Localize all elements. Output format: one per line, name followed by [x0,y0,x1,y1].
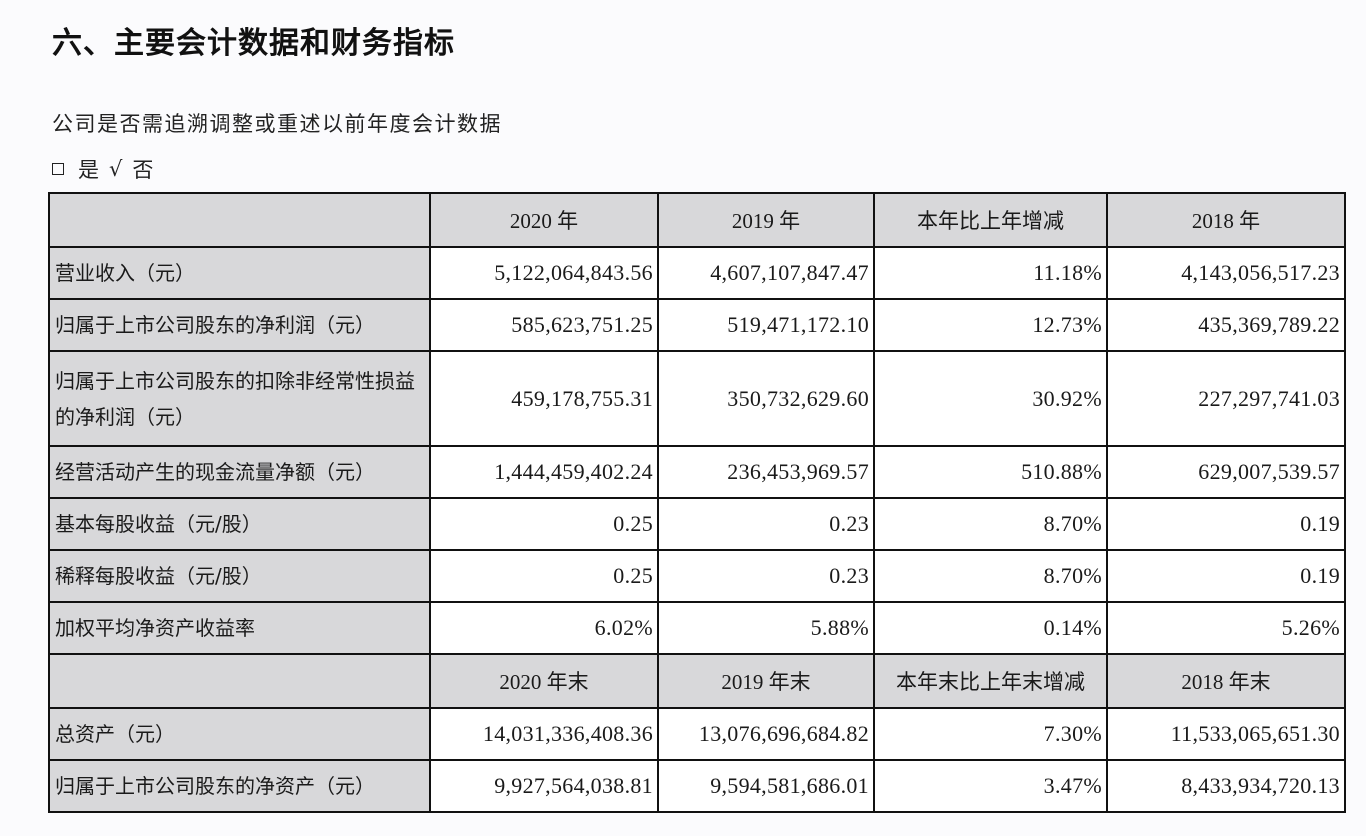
cell-value: 5.88% [657,601,875,655]
header-cell-2019: 2019 年 [657,192,875,248]
cell-value: 8.70% [873,549,1108,603]
cell-value: 350,732,629.60 [657,350,875,447]
restatement-question: 公司是否需追溯调整或重述以前年度会计数据 [52,112,502,136]
cell-value: 629,007,539.57 [1106,445,1346,499]
header-cell-blank [48,653,431,709]
cell-value: 3.47% [873,759,1108,813]
option-no-label: 否 [132,158,154,182]
table-row: 营业收入（元） 5,122,064,843.56 4,607,107,847.4… [48,246,1346,300]
restatement-options: 是 √ 否 [52,154,153,184]
cell-value: 585,623,751.25 [429,298,659,352]
cell-value: 7.30% [873,707,1108,761]
option-yes-label: 是 [78,158,99,182]
table-row: 总资产（元） 14,031,336,408.36 13,076,696,684.… [48,707,1346,761]
cell-value: 0.19 [1106,549,1346,603]
cell-value: 5.26% [1106,601,1346,655]
table-row: 稀释每股收益（元/股） 0.25 0.23 8.70% 0.19 [48,549,1346,603]
cell-value: 13,076,696,684.82 [657,707,875,761]
cell-value: 12.73% [873,298,1108,352]
row-label: 总资产（元） [48,707,431,761]
header-cell-2018-end: 2018 年末 [1106,653,1346,709]
table-row: 归属于上市公司股东的扣除非经常性损益的净利润（元） 459,178,755.31… [48,350,1346,447]
financial-data-table: 2020 年 2019 年 本年比上年增减 2018 年 营业收入（元） 5,1… [48,192,1346,813]
cell-value: 4,143,056,517.23 [1106,246,1346,300]
cell-value: 11.18% [873,246,1108,300]
header-cell-2020-end: 2020 年末 [429,653,659,709]
cell-value: 0.14% [873,601,1108,655]
row-label: 营业收入（元） [48,246,431,300]
cell-value: 6.02% [429,601,659,655]
section-title: 六、主要会计数据和财务指标 [52,26,455,61]
table-header-row-year-end: 2020 年末 2019 年末 本年末比上年末增减 2018 年末 [48,653,1346,709]
cell-value: 0.23 [657,497,875,551]
row-label: 加权平均净资产收益率 [48,601,431,655]
cell-value: 0.23 [657,549,875,603]
row-label: 归属于上市公司股东的净资产（元） [48,759,431,813]
header-cell-2018: 2018 年 [1106,192,1346,248]
cell-value: 510.88% [873,445,1108,499]
table-header-row: 2020 年 2019 年 本年比上年增减 2018 年 [48,192,1346,248]
cell-value: 11,533,065,651.30 [1106,707,1346,761]
cell-value: 8,433,934,720.13 [1106,759,1346,813]
cell-value: 227,297,741.03 [1106,350,1346,447]
cell-value: 0.25 [429,549,659,603]
cell-value: 5,122,064,843.56 [429,246,659,300]
cell-value: 435,369,789.22 [1106,298,1346,352]
table-row: 基本每股收益（元/股） 0.25 0.23 8.70% 0.19 [48,497,1346,551]
checkbox-empty-icon [52,163,64,175]
cell-value: 9,927,564,038.81 [429,759,659,813]
row-label: 归属于上市公司股东的净利润（元） [48,298,431,352]
row-label: 基本每股收益（元/股） [48,497,431,551]
header-cell-2019-end: 2019 年末 [657,653,875,709]
row-label: 稀释每股收益（元/股） [48,549,431,603]
cell-value: 9,594,581,686.01 [657,759,875,813]
checkmark-icon: √ [109,157,123,181]
table-row: 归属于上市公司股东的净资产（元） 9,927,564,038.81 9,594,… [48,759,1346,813]
table-row: 经营活动产生的现金流量净额（元） 1,444,459,402.24 236,45… [48,445,1346,499]
cell-value: 4,607,107,847.47 [657,246,875,300]
row-label: 归属于上市公司股东的扣除非经常性损益的净利润（元） [48,350,431,447]
cell-value: 14,031,336,408.36 [429,707,659,761]
header-cell-change-end: 本年末比上年末增减 [873,653,1108,709]
table-row: 加权平均净资产收益率 6.02% 5.88% 0.14% 5.26% [48,601,1346,655]
header-cell-change: 本年比上年增减 [873,192,1108,248]
row-label: 经营活动产生的现金流量净额（元） [48,445,431,499]
cell-value: 30.92% [873,350,1108,447]
cell-value: 1,444,459,402.24 [429,445,659,499]
cell-value: 519,471,172.10 [657,298,875,352]
cell-value: 236,453,969.57 [657,445,875,499]
cell-value: 8.70% [873,497,1108,551]
header-cell-blank [48,192,431,248]
table-row: 归属于上市公司股东的净利润（元） 585,623,751.25 519,471,… [48,298,1346,352]
cell-value: 0.19 [1106,497,1346,551]
cell-value: 459,178,755.31 [429,350,659,447]
cell-value: 0.25 [429,497,659,551]
header-cell-2020: 2020 年 [429,192,659,248]
